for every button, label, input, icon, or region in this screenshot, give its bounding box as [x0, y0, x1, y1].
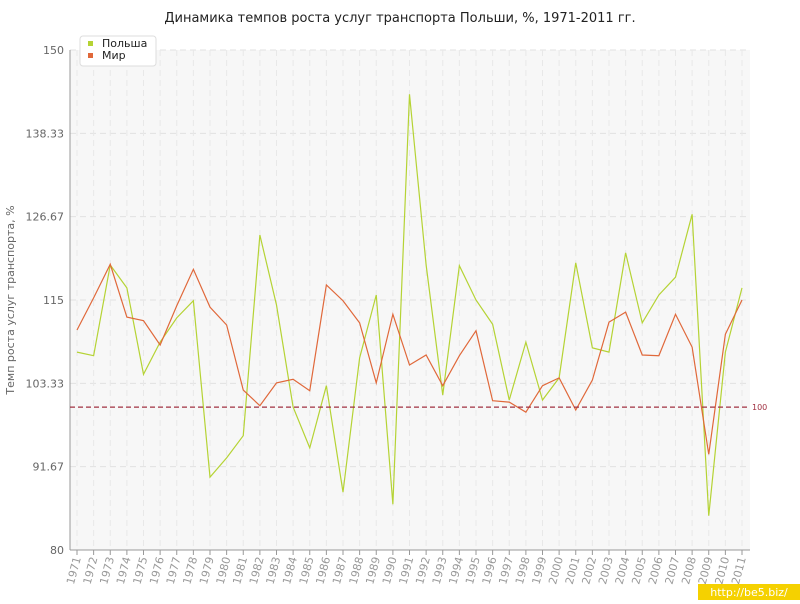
y-tick-label: 80 [50, 544, 64, 557]
y-tick-label: 138.33 [26, 127, 65, 140]
x-tick-label: 2011 [729, 555, 749, 585]
y-tick-label: 150 [43, 44, 64, 57]
y-tick-label: 91.67 [33, 461, 65, 474]
y-tick-label: 126.67 [26, 211, 65, 224]
legend-box [79, 35, 157, 67]
legend-swatch [88, 41, 93, 46]
reference-label: 100 [752, 403, 767, 412]
legend-label: Польша [102, 37, 147, 50]
series-line [76, 262, 743, 455]
y-tick-label: 103.33 [26, 377, 65, 390]
watermark-bg [698, 584, 800, 600]
watermark: http://be5.biz/ [710, 586, 788, 599]
legend-label: Мир [102, 49, 126, 62]
y-tick-label: 115 [43, 294, 64, 307]
y-axis-label: Темп роста услуг транспорта, % [4, 205, 17, 395]
legend-swatch [88, 53, 93, 58]
chart-title: Динамика темпов роста услуг транспорта П… [164, 11, 635, 26]
series-line [76, 94, 743, 516]
